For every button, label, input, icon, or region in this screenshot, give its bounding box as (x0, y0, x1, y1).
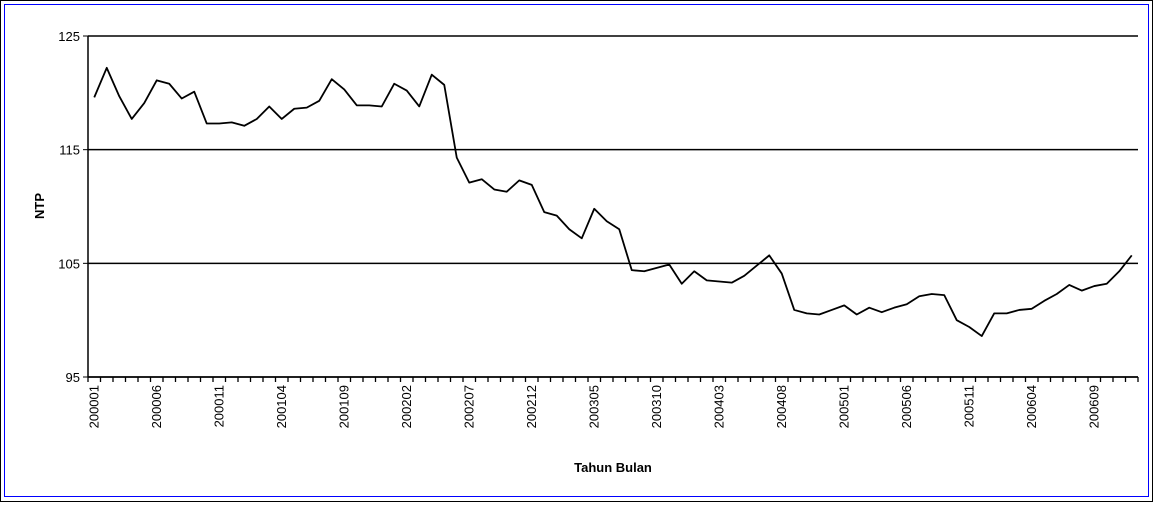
x-tick-label: 200310 (649, 385, 664, 428)
data-line (93, 66, 1133, 337)
x-tick-label: 200604 (1024, 385, 1039, 428)
x-tick-label: 200006 (149, 385, 164, 428)
x-tick-label: 200011 (211, 385, 226, 427)
x-axis-title: Tahun Bulan (574, 460, 652, 475)
x-tick-label: 200109 (336, 385, 351, 428)
y-tick-label: 95 (66, 370, 80, 385)
x-tick-label: 200408 (774, 385, 789, 428)
y-tick-label: 105 (58, 256, 80, 271)
x-tick-label: 200506 (899, 385, 914, 428)
y-axis-title: NTP (32, 193, 47, 219)
x-tick-label: 200511 (961, 385, 976, 427)
x-tick-label: 200305 (586, 385, 601, 428)
x-tick-label: 200207 (461, 385, 476, 428)
x-tick-label: 200001 (86, 385, 101, 428)
chart-frame (4, 4, 1149, 497)
x-tick-label: 200501 (836, 385, 851, 428)
x-tick-label: 200212 (524, 385, 539, 428)
y-tick-label: 125 (58, 29, 80, 44)
y-tick-label: 115 (59, 143, 80, 158)
x-tick-label: 200403 (711, 385, 726, 428)
x-tick-label: 200202 (399, 385, 414, 428)
x-tick-label: 200104 (274, 385, 289, 428)
x-tick-label: 200609 (1086, 385, 1101, 428)
